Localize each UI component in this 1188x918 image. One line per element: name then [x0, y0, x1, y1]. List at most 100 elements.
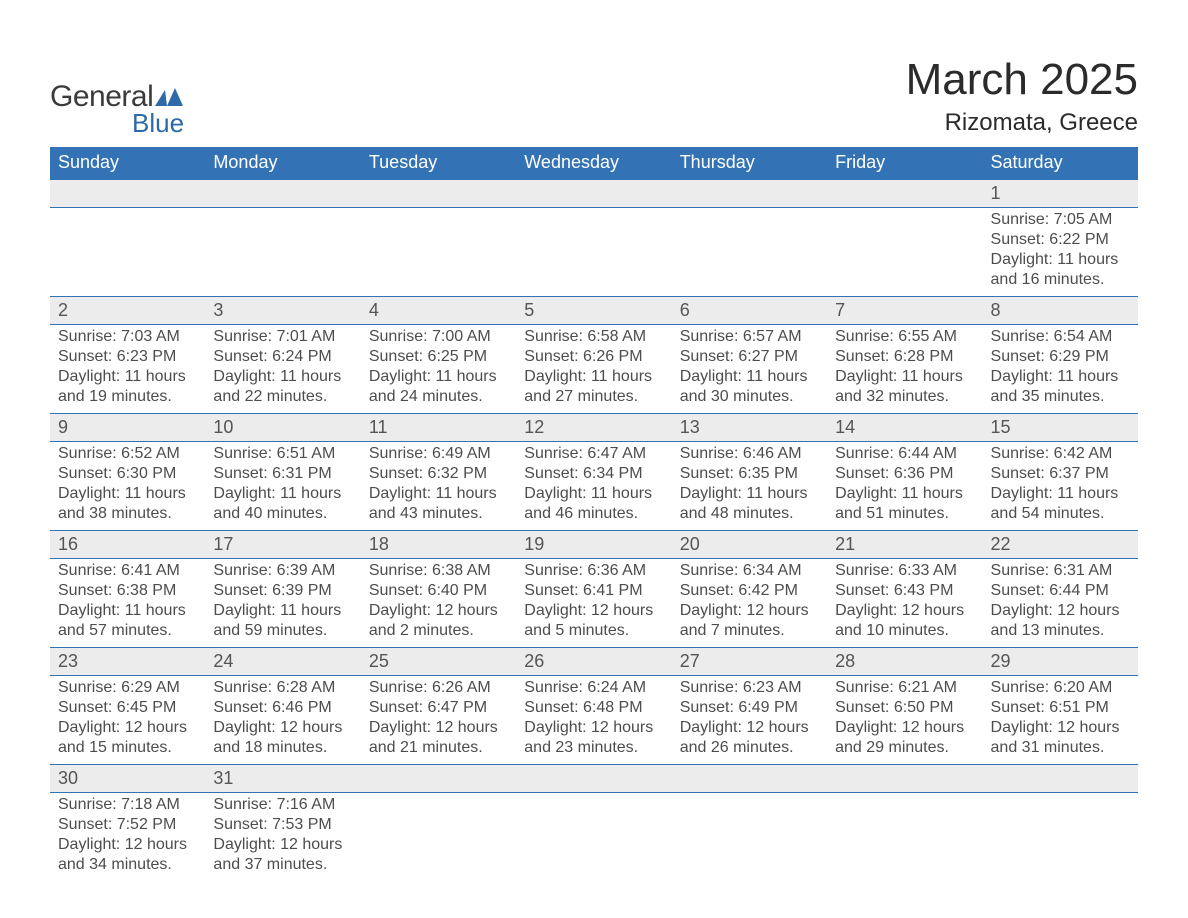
sunrise-line: Sunrise: 7:05 AM: [991, 210, 1130, 230]
day-info: Sunrise: 7:01 AMSunset: 6:24 PMDaylight:…: [205, 325, 360, 413]
daylight-line-2: and 57 minutes.: [58, 621, 197, 641]
daylight-line-2: and 22 minutes.: [213, 387, 352, 407]
daylight-line-2: and 46 minutes.: [524, 504, 663, 524]
day-number: 26: [516, 648, 671, 675]
sunset-line: Sunset: 6:32 PM: [369, 464, 508, 484]
day-info: Sunrise: 6:44 AMSunset: 6:36 PMDaylight:…: [827, 442, 982, 530]
sunrise-line: Sunrise: 6:47 AM: [524, 444, 663, 464]
day-info: Sunrise: 6:49 AMSunset: 6:32 PMDaylight:…: [361, 442, 516, 530]
day-info: [361, 793, 516, 863]
sunset-line: Sunset: 6:23 PM: [58, 347, 197, 367]
daylight-line-1: Daylight: 12 hours: [524, 718, 663, 738]
day-number: 6: [672, 297, 827, 324]
calendar-info-cell: [516, 793, 671, 882]
calendar-day-cell: 14: [827, 414, 982, 442]
sunrise-line: Sunrise: 6:29 AM: [58, 678, 197, 698]
calendar-info-cell: Sunrise: 6:26 AMSunset: 6:47 PMDaylight:…: [361, 676, 516, 765]
sunrise-line: Sunrise: 6:36 AM: [524, 561, 663, 581]
sunrise-line: Sunrise: 6:26 AM: [369, 678, 508, 698]
calendar-info-cell: Sunrise: 6:41 AMSunset: 6:38 PMDaylight:…: [50, 559, 205, 648]
calendar-info-cell: Sunrise: 7:01 AMSunset: 6:24 PMDaylight:…: [205, 325, 360, 414]
daylight-line-2: and 26 minutes.: [680, 738, 819, 758]
day-number: 25: [361, 648, 516, 675]
calendar-info-cell: Sunrise: 7:00 AMSunset: 6:25 PMDaylight:…: [361, 325, 516, 414]
calendar-info-cell: Sunrise: 6:39 AMSunset: 6:39 PMDaylight:…: [205, 559, 360, 648]
sunrise-line: Sunrise: 6:42 AM: [991, 444, 1130, 464]
calendar-info-cell: Sunrise: 6:49 AMSunset: 6:32 PMDaylight:…: [361, 442, 516, 531]
calendar-info-row: Sunrise: 6:52 AMSunset: 6:30 PMDaylight:…: [50, 442, 1138, 531]
sunset-line: Sunset: 6:30 PM: [58, 464, 197, 484]
sunrise-line: Sunrise: 7:00 AM: [369, 327, 508, 347]
sunset-line: Sunset: 6:49 PM: [680, 698, 819, 718]
sunset-line: Sunset: 6:37 PM: [991, 464, 1130, 484]
daylight-line-2: and 16 minutes.: [991, 270, 1130, 290]
calendar-info-cell: Sunrise: 6:57 AMSunset: 6:27 PMDaylight:…: [672, 325, 827, 414]
day-info: Sunrise: 6:20 AMSunset: 6:51 PMDaylight:…: [983, 676, 1138, 764]
daylight-line-1: Daylight: 12 hours: [524, 601, 663, 621]
calendar-daynum-row: 2345678: [50, 297, 1138, 325]
day-info: Sunrise: 6:54 AMSunset: 6:29 PMDaylight:…: [983, 325, 1138, 413]
day-number: [827, 180, 982, 206]
calendar-day-cell: 30: [50, 765, 205, 793]
calendar-info-cell: [361, 208, 516, 297]
daylight-line-2: and 38 minutes.: [58, 504, 197, 524]
sunset-line: Sunset: 6:27 PM: [680, 347, 819, 367]
daylight-line-2: and 31 minutes.: [991, 738, 1130, 758]
daylight-line-1: Daylight: 12 hours: [991, 718, 1130, 738]
day-info: Sunrise: 6:39 AMSunset: 6:39 PMDaylight:…: [205, 559, 360, 647]
day-info: Sunrise: 6:47 AMSunset: 6:34 PMDaylight:…: [516, 442, 671, 530]
daylight-line-2: and 13 minutes.: [991, 621, 1130, 641]
calendar-table: SundayMondayTuesdayWednesdayThursdayFrid…: [50, 147, 1138, 881]
day-number: 20: [672, 531, 827, 558]
daylight-line-2: and 10 minutes.: [835, 621, 974, 641]
daylight-line-1: Daylight: 12 hours: [58, 718, 197, 738]
daylight-line-2: and 15 minutes.: [58, 738, 197, 758]
sunrise-line: Sunrise: 6:44 AM: [835, 444, 974, 464]
sunrise-line: Sunrise: 6:23 AM: [680, 678, 819, 698]
daylight-line-1: Daylight: 11 hours: [369, 484, 508, 504]
day-info: Sunrise: 7:00 AMSunset: 6:25 PMDaylight:…: [361, 325, 516, 413]
calendar-day-cell: [827, 765, 982, 793]
sunrise-line: Sunrise: 6:58 AM: [524, 327, 663, 347]
calendar-info-cell: Sunrise: 6:36 AMSunset: 6:41 PMDaylight:…: [516, 559, 671, 648]
day-number: 24: [205, 648, 360, 675]
calendar-info-cell: [983, 793, 1138, 882]
calendar-day-cell: 16: [50, 531, 205, 559]
calendar-day-cell: [361, 180, 516, 208]
day-info: [983, 793, 1138, 863]
calendar-info-cell: Sunrise: 6:24 AMSunset: 6:48 PMDaylight:…: [516, 676, 671, 765]
sunrise-line: Sunrise: 7:03 AM: [58, 327, 197, 347]
location-subtitle: Rizomata, Greece: [906, 109, 1138, 137]
sunrise-line: Sunrise: 7:01 AM: [213, 327, 352, 347]
calendar-day-cell: 17: [205, 531, 360, 559]
daylight-line-1: Daylight: 11 hours: [835, 484, 974, 504]
day-number: [672, 180, 827, 206]
calendar-day-cell: [672, 180, 827, 208]
day-number: 17: [205, 531, 360, 558]
daylight-line-1: Daylight: 12 hours: [680, 601, 819, 621]
sunrise-line: Sunrise: 6:57 AM: [680, 327, 819, 347]
calendar-info-cell: Sunrise: 6:44 AMSunset: 6:36 PMDaylight:…: [827, 442, 982, 531]
sunset-line: Sunset: 6:39 PM: [213, 581, 352, 601]
day-number: 8: [983, 297, 1138, 324]
daylight-line-2: and 18 minutes.: [213, 738, 352, 758]
calendar-day-cell: [983, 765, 1138, 793]
sunset-line: Sunset: 6:40 PM: [369, 581, 508, 601]
day-info: Sunrise: 6:55 AMSunset: 6:28 PMDaylight:…: [827, 325, 982, 413]
day-number: 10: [205, 414, 360, 441]
day-number: 13: [672, 414, 827, 441]
calendar-info-cell: [50, 208, 205, 297]
calendar-day-cell: 1: [983, 180, 1138, 208]
day-info: Sunrise: 7:03 AMSunset: 6:23 PMDaylight:…: [50, 325, 205, 413]
day-number: 4: [361, 297, 516, 324]
day-number: 21: [827, 531, 982, 558]
calendar-day-cell: 15: [983, 414, 1138, 442]
sunset-line: Sunset: 6:44 PM: [991, 581, 1130, 601]
calendar-day-cell: [516, 180, 671, 208]
day-number: 3: [205, 297, 360, 324]
calendar-info-cell: Sunrise: 6:34 AMSunset: 6:42 PMDaylight:…: [672, 559, 827, 648]
daylight-line-2: and 34 minutes.: [58, 855, 197, 875]
day-info: Sunrise: 6:33 AMSunset: 6:43 PMDaylight:…: [827, 559, 982, 647]
sunset-line: Sunset: 7:52 PM: [58, 815, 197, 835]
sunrise-line: Sunrise: 6:54 AM: [991, 327, 1130, 347]
